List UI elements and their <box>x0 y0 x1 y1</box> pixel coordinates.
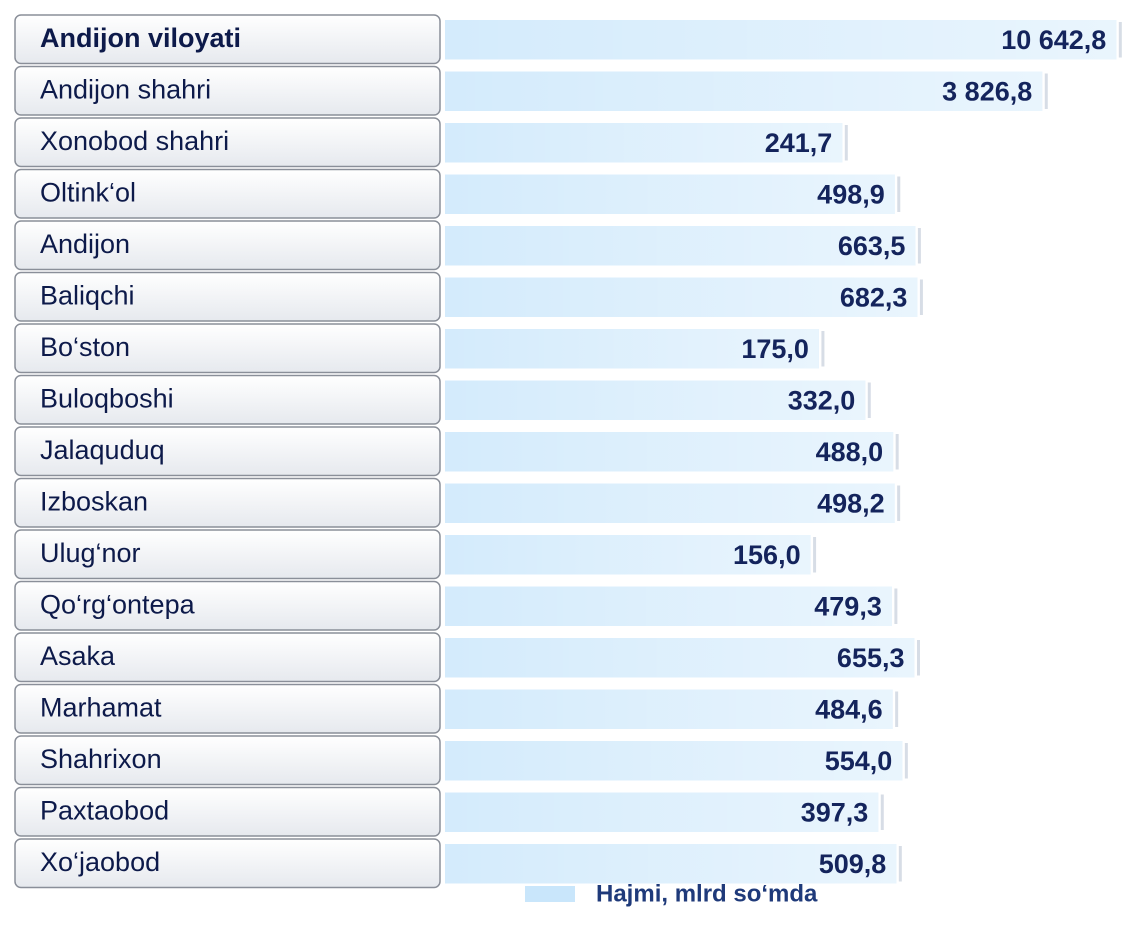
bar-shine <box>445 844 897 884</box>
value-label: 655,3 <box>837 643 905 673</box>
bar-shine <box>445 123 843 163</box>
value-label: 682,3 <box>840 282 908 312</box>
category-box <box>14 426 441 477</box>
category-label: Shahrixon <box>40 744 162 774</box>
category-label: Baliqchi <box>40 280 135 310</box>
bar-shine <box>445 535 811 575</box>
bar-shine <box>445 71 1043 111</box>
bar-shine <box>445 741 903 781</box>
category-box <box>14 529 441 580</box>
category-label: Xo‘jaobod <box>40 847 160 877</box>
value-label: 509,8 <box>819 849 887 879</box>
category-label: Xonobod shahri <box>40 126 229 156</box>
category-box <box>14 323 441 374</box>
bar-shine <box>445 329 819 369</box>
value-label: 554,0 <box>825 746 893 776</box>
value-label: 484,6 <box>815 694 883 724</box>
category-box <box>14 786 441 837</box>
category-label: Marhamat <box>40 692 162 722</box>
bar-shine <box>445 792 879 832</box>
value-label: 663,5 <box>838 231 906 261</box>
category-box <box>14 735 441 786</box>
category-box <box>14 632 441 683</box>
category-box <box>14 168 441 219</box>
category-box <box>14 14 441 65</box>
category-label: Andijon viloyati <box>40 23 241 53</box>
category-box <box>14 683 441 734</box>
bar-shine <box>445 483 895 523</box>
bar-shine <box>445 432 894 472</box>
value-label: 175,0 <box>741 334 809 364</box>
value-label: 498,9 <box>817 179 885 209</box>
category-label: Andijon shahri <box>40 74 211 104</box>
value-label: 488,0 <box>816 437 884 467</box>
category-label: Asaka <box>40 641 116 671</box>
category-box <box>14 374 441 425</box>
category-label: Jalaquduq <box>40 435 165 465</box>
bar-shine <box>445 380 866 420</box>
value-label: 10 642,8 <box>1001 25 1106 55</box>
bar-shine <box>445 638 915 678</box>
category-box <box>14 580 441 631</box>
category-box <box>14 271 441 322</box>
category-label: Izboskan <box>40 486 148 516</box>
category-label: Oltink‘ol <box>40 177 136 207</box>
value-label: 332,0 <box>788 385 856 415</box>
category-box <box>14 838 441 889</box>
category-box <box>14 65 441 116</box>
bar-shine <box>445 174 895 214</box>
category-label: Bo‘ston <box>40 332 130 362</box>
value-label: 3 826,8 <box>942 76 1032 106</box>
category-box <box>14 117 441 168</box>
category-label: Ulug‘nor <box>40 538 141 568</box>
bar-shine <box>445 689 893 729</box>
value-label: 479,3 <box>814 591 882 621</box>
value-label: 498,2 <box>817 488 885 518</box>
bar-shine <box>445 586 892 626</box>
category-label: Buloqboshi <box>40 383 174 413</box>
value-label: 241,7 <box>765 128 833 158</box>
legend-swatch <box>525 886 575 902</box>
value-label: 397,3 <box>801 797 869 827</box>
value-label: 156,0 <box>733 540 801 570</box>
bar-shine <box>445 277 918 317</box>
category-label: Paxtaobod <box>40 795 169 825</box>
category-box <box>14 477 441 528</box>
category-box <box>14 220 441 271</box>
category-label: Qo‘rg‘ontepa <box>40 589 196 619</box>
legend-label: Hajmi, mlrd so‘mda <box>596 880 818 907</box>
category-label: Andijon <box>40 229 130 259</box>
bar-shine <box>445 20 1117 60</box>
bar-shine <box>445 226 916 266</box>
